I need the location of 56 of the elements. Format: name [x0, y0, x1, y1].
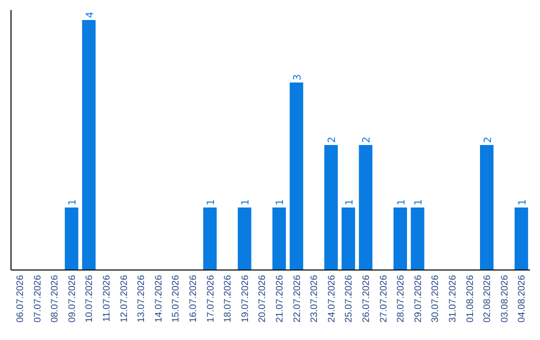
x-tick-label: 06.07.2026: [14, 275, 26, 323]
data-label: 1: [206, 199, 217, 206]
data-label: 1: [240, 199, 252, 206]
bar: [342, 208, 356, 270]
bar: [272, 208, 286, 270]
x-tick-label: 27.07.2026: [378, 275, 390, 323]
bar: [410, 208, 424, 270]
x-tick-label: 03.08.2026: [499, 275, 510, 323]
x-tick-label: 13.07.2026: [136, 275, 148, 323]
data-label: 4: [84, 12, 96, 18]
x-tick-label: 02.08.2026: [482, 275, 494, 323]
data-label: 1: [275, 199, 286, 206]
x-tick-label: 12.07.2026: [118, 275, 130, 323]
bar: [238, 208, 252, 270]
data-label: 2: [362, 136, 373, 143]
x-tick-label: 25.07.2026: [344, 275, 355, 323]
x-tick-label: 01.08.2026: [464, 275, 476, 323]
bar: [514, 208, 528, 270]
data-label: 1: [517, 199, 528, 206]
x-tick-label: 07.07.2026: [32, 275, 44, 323]
data-label: 2: [482, 136, 494, 143]
x-tick-label: 24.07.2026: [326, 275, 338, 323]
x-tick-label: 18.07.2026: [222, 275, 234, 323]
x-tick-label: 15.07.2026: [170, 275, 182, 323]
x-tick-label: 22.07.2026: [292, 275, 303, 323]
bar: [64, 208, 78, 270]
x-tick-label: 26.07.2026: [360, 275, 372, 323]
x-tick-label: 23.07.2026: [309, 275, 320, 323]
x-tick-label: 14.07.2026: [153, 275, 164, 323]
bar: [394, 208, 407, 270]
data-label: 2: [327, 136, 338, 143]
data-label: 3: [292, 74, 304, 80]
x-tick-label: 19.07.2026: [240, 275, 251, 323]
x-tick-label: 11.07.2026: [101, 275, 112, 322]
bar: [324, 145, 338, 270]
x-tick-label: 30.07.2026: [430, 275, 442, 323]
data-label: 1: [344, 199, 356, 206]
x-tick-label: 20.07.2026: [257, 275, 268, 323]
x-tick-label: 04.08.2026: [516, 275, 528, 323]
bar: [358, 145, 372, 270]
bar: [203, 208, 217, 270]
x-tick-label: 31.07.2026: [447, 275, 458, 323]
x-tick-label: 08.07.2026: [50, 275, 61, 323]
x-tick-label: 09.07.2026: [66, 275, 78, 323]
data-label: 1: [68, 199, 79, 206]
x-tick-label: 28.07.2026: [396, 275, 407, 323]
bar: [82, 20, 96, 270]
bar: [480, 145, 494, 270]
x-tick-label: 21.07.2026: [274, 275, 286, 323]
data-label: 1: [396, 199, 408, 206]
x-tick-label: 16.07.2026: [188, 275, 199, 323]
x-tick-label: 29.07.2026: [412, 275, 424, 323]
bar: [290, 82, 304, 270]
x-tick-label: 10.07.2026: [84, 275, 96, 323]
data-label: 1: [414, 199, 425, 206]
x-tick-label: 17.07.2026: [205, 275, 216, 323]
